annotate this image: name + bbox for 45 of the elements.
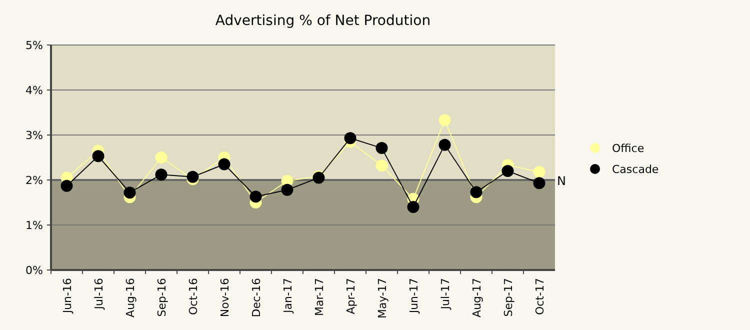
x-tick-label: Sep-16 — [155, 278, 168, 317]
x-tick-label: Nov-16 — [218, 278, 232, 318]
x-tick-label: Aug-16 — [124, 278, 137, 318]
point — [533, 166, 546, 178]
point — [92, 150, 104, 162]
chart-title: Advertising % of Net Prodution — [215, 13, 431, 29]
x-tick-label: Apr-17 — [344, 278, 358, 314]
point — [438, 138, 451, 151]
x-tick-label: Jun-16 — [60, 278, 74, 314]
point — [376, 160, 388, 172]
y-tick-label: 2% — [26, 174, 43, 187]
point — [438, 114, 451, 126]
point — [124, 186, 136, 199]
ref-line-label: N — [557, 174, 566, 188]
point — [470, 186, 482, 198]
x-tick-label: Aug-17 — [470, 278, 484, 318]
y-tick-label: 0% — [26, 264, 43, 277]
x-tick-label: Oct-16 — [186, 278, 200, 315]
x-tick-label: Jul-17 — [438, 278, 452, 310]
point — [60, 180, 73, 192]
point — [533, 177, 546, 190]
point — [155, 168, 168, 181]
x-tick-label: Jun-17 — [407, 278, 420, 314]
point — [218, 158, 230, 170]
x-tick-label: Dec-16 — [250, 278, 263, 318]
point — [344, 132, 356, 144]
x-tick-label: Mar-17 — [312, 278, 326, 316]
point — [250, 190, 262, 203]
x-tick-label: Jan-17 — [281, 278, 294, 314]
y-tick-label: 1% — [26, 219, 43, 232]
x-tick-label: May-17 — [376, 278, 389, 319]
point — [186, 170, 199, 183]
legend-label: Office — [612, 142, 644, 155]
x-tick-label: Sep-17 — [502, 278, 515, 317]
point — [407, 201, 420, 213]
point — [502, 165, 514, 177]
point — [281, 184, 294, 196]
x-tick-label: Oct-17 — [533, 278, 546, 315]
legend-label: Cascade — [612, 163, 659, 176]
y-tick-label: 5% — [26, 39, 43, 52]
x-tick-label: Jul-16 — [92, 278, 106, 310]
point — [155, 152, 168, 164]
y-tick-label: 4% — [26, 84, 43, 97]
point — [376, 142, 388, 154]
y-tick-label: 3% — [26, 129, 43, 142]
